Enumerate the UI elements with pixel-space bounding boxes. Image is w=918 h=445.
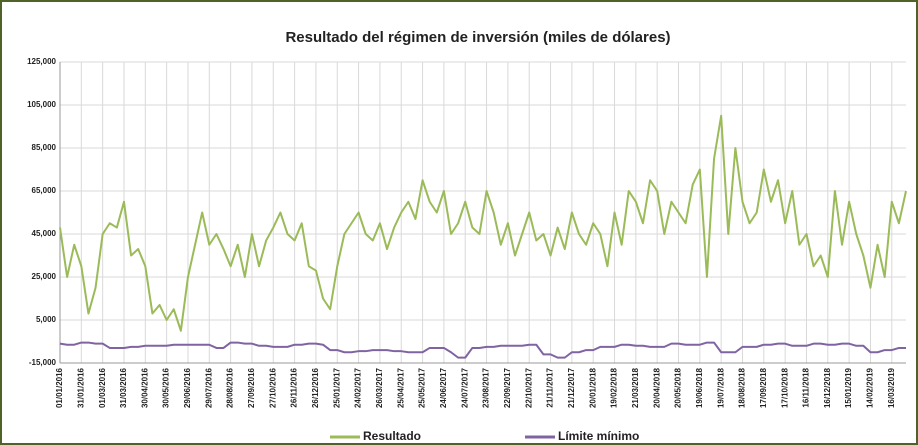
x-tick-label: 01/03/2016 — [98, 367, 107, 408]
legend-label: Límite mínimo — [558, 429, 639, 443]
x-tick-label: 16/12/2018 — [823, 367, 832, 408]
chart-title: Resultado del régimen de inversión (mile… — [285, 29, 670, 46]
x-tick-label: 28/08/2016 — [226, 367, 235, 408]
y-tick-label: 125,000 — [27, 57, 56, 66]
x-tick-label: 25/04/2017 — [396, 367, 405, 408]
x-tick-label: 27/10/2016 — [268, 367, 277, 408]
x-tick-label: 19/07/2018 — [716, 367, 725, 408]
x-tick-label: 31/01/2016 — [76, 367, 85, 408]
y-tick-label: 85,000 — [32, 143, 57, 152]
x-tick-label: 20/05/2018 — [674, 367, 683, 408]
x-tick-label: 25/05/2017 — [418, 367, 427, 408]
x-tick-label: 22/09/2017 — [503, 367, 512, 408]
x-tick-label: 25/01/2017 — [332, 367, 341, 408]
y-tick-label: 65,000 — [32, 186, 57, 195]
series-line — [59, 341, 906, 359]
series-line — [59, 114, 907, 332]
x-tick-label: 24/07/2017 — [460, 367, 469, 408]
x-tick-label: 31/03/2016 — [119, 367, 128, 408]
x-tick-label: 15/01/2019 — [844, 367, 853, 408]
x-tick-label: 20/04/2018 — [652, 367, 661, 408]
x-tick-label: 27/09/2016 — [247, 367, 256, 408]
x-tick-label: 22/10/2017 — [524, 367, 533, 408]
x-tick-label: 14/02/2019 — [866, 367, 875, 408]
x-tick-label: 16/11/2018 — [802, 367, 811, 407]
x-tick-label: 21/11/2017 — [546, 367, 555, 407]
x-tick-label: 30/04/2016 — [140, 367, 149, 408]
x-tick-label: 26/03/2017 — [375, 367, 384, 408]
x-tick-label: 20/01/2018 — [588, 367, 597, 408]
x-tick-label: 29/06/2016 — [183, 367, 192, 408]
x-tick-label: 17/10/2018 — [780, 367, 789, 408]
x-tick-label: 16/03/2019 — [887, 367, 896, 408]
y-tick-label: -15,000 — [29, 358, 57, 367]
x-tick-label: 19/02/2018 — [610, 367, 619, 408]
x-tick-label: 30/05/2016 — [162, 367, 171, 408]
x-tick-label: 21/12/2017 — [567, 367, 576, 408]
x-tick-label: 21/03/2018 — [631, 367, 640, 408]
y-tick-label: 25,000 — [32, 272, 57, 281]
x-tick-label: 29/07/2016 — [204, 367, 213, 408]
legend-label: Resultado — [363, 429, 421, 443]
x-tick-label: 26/12/2016 — [311, 367, 320, 408]
x-tick-label: 24/02/2017 — [354, 367, 363, 408]
y-tick-label: 5,000 — [36, 315, 57, 324]
y-tick-label: 105,000 — [27, 100, 56, 109]
y-tick-label: 45,000 — [32, 229, 57, 238]
x-tick-label: 23/08/2017 — [482, 367, 491, 408]
x-tick-label: 19/06/2018 — [695, 367, 704, 408]
x-tick-label: 17/09/2018 — [759, 367, 768, 408]
x-tick-label: 18/08/2018 — [738, 367, 747, 408]
x-tick-label: 24/06/2017 — [439, 367, 448, 408]
x-tick-label: 01/01/2016 — [55, 367, 64, 408]
x-tick-label: 26/11/2016 — [290, 367, 299, 407]
